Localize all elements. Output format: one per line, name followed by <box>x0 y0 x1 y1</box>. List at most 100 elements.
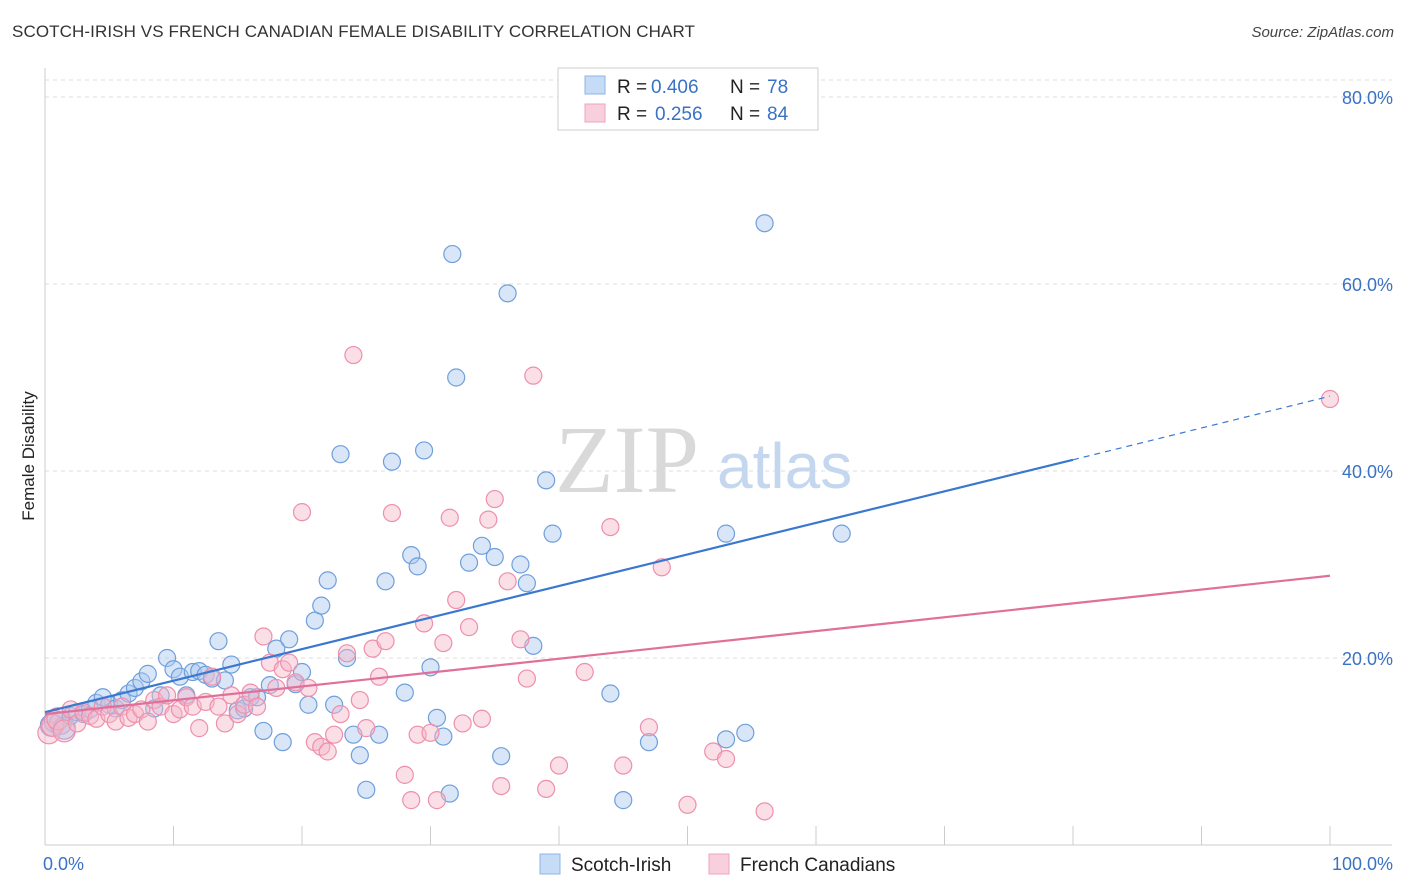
point-french-canadians <box>716 749 736 769</box>
point-scotch-irish <box>537 471 556 490</box>
legend-swatch-french-canadians <box>584 103 606 123</box>
point-scotch-irish <box>498 284 517 303</box>
point-french-canadians <box>247 697 267 716</box>
legend-r-label: R = <box>617 104 647 125</box>
point-french-canadians <box>511 630 530 649</box>
point-scotch-irish <box>318 571 337 590</box>
y-tick-label: 80.0% <box>1342 88 1393 108</box>
point-french-canadians <box>447 590 466 610</box>
y-tick-labels: 20.0% 40.0% 60.0% 80.0% <box>1342 88 1393 669</box>
point-french-canadians <box>228 704 247 724</box>
legend-series: Scotch-Irish French Canadians <box>539 853 895 876</box>
point-scotch-irish <box>138 664 157 683</box>
point-scotch-irish <box>273 733 292 752</box>
point-french-canadians <box>273 660 292 679</box>
legend-swatch-scotch-irish <box>539 853 561 875</box>
point-french-canadians <box>479 510 498 529</box>
point-french-canadians <box>402 791 421 810</box>
trend-line-scotch-irish-extension <box>1072 395 1331 461</box>
point-scotch-irish <box>209 632 228 651</box>
x-tick-label: 0.0% <box>43 854 84 874</box>
point-french-canadians <box>337 644 357 663</box>
axes <box>44 68 1392 846</box>
legend-n-label: N = <box>730 104 760 125</box>
point-scotch-irish <box>331 445 350 464</box>
point-scotch-irish <box>639 733 659 752</box>
point-scotch-irish <box>716 524 736 543</box>
legend-n-label: N = <box>730 77 760 98</box>
point-french-canadians <box>52 719 76 743</box>
point-french-canadians <box>575 662 594 682</box>
point-french-canadians <box>517 669 536 688</box>
source-label: Source: ZipAtlas.com <box>1251 24 1394 41</box>
point-french-canadians <box>376 632 395 651</box>
x-tick-labels: 0.0% 100.0% <box>43 854 1393 874</box>
point-scotch-irish <box>132 672 151 691</box>
point-scotch-irish <box>376 572 395 591</box>
point-french-canadians <box>434 633 453 653</box>
point-french-canadians <box>459 618 479 637</box>
point-french-canadians <box>537 779 556 799</box>
point-scotch-irish <box>357 780 376 799</box>
point-french-canadians <box>331 704 350 724</box>
point-scotch-irish <box>312 596 331 615</box>
legend-n-value: 78 <box>767 77 788 98</box>
legend-label-scotch-irish: Scotch-Irish <box>571 855 671 876</box>
watermark-atlas: atlas <box>717 430 852 502</box>
point-scotch-irish <box>305 611 324 630</box>
point-scotch-irish <box>254 721 273 741</box>
point-scotch-irish <box>157 648 177 668</box>
chart-title: SCOTCH-IRISH VS FRENCH CANADIAN FEMALE D… <box>12 22 696 41</box>
point-french-canadians <box>652 558 671 577</box>
point-french-canadians <box>485 489 504 509</box>
trend-line-french-canadians <box>44 574 1331 716</box>
point-scotch-irish <box>427 708 447 727</box>
point-french-canadians <box>614 756 633 775</box>
point-french-canadians <box>524 366 543 385</box>
point-french-canadians <box>318 742 337 761</box>
point-french-canadians <box>138 712 157 731</box>
y-axis-title: Female Disability <box>19 391 38 521</box>
point-french-canadians <box>254 627 273 646</box>
legend-r-label: R = <box>617 77 647 98</box>
point-scotch-irish <box>395 683 414 702</box>
point-french-canadians <box>492 776 511 796</box>
point-french-canadians <box>395 765 414 784</box>
point-french-canadians <box>209 697 228 716</box>
point-french-canadians <box>440 508 459 527</box>
point-french-canadians <box>280 653 299 672</box>
data-points <box>37 214 1340 821</box>
point-scotch-irish <box>459 553 479 572</box>
point-scotch-irish <box>832 524 851 543</box>
gridlines <box>45 79 1392 659</box>
legend-stats: R = 0.406 N = 78 R = 0.256 N = 84 <box>557 67 819 131</box>
point-french-canadians <box>755 802 774 821</box>
point-french-canadians <box>190 719 209 738</box>
point-french-canadians <box>292 503 312 522</box>
point-scotch-irish <box>299 695 318 714</box>
point-scotch-irish <box>447 368 466 387</box>
point-scotch-irish <box>736 723 755 742</box>
point-french-canadians <box>678 795 697 814</box>
point-scotch-irish <box>755 214 774 233</box>
point-french-canadians <box>421 723 440 742</box>
point-french-canadians <box>382 503 402 523</box>
point-scotch-irish <box>280 630 299 649</box>
point-scotch-irish <box>443 244 462 264</box>
legend-n-value: 84 <box>767 104 789 125</box>
point-scotch-irish <box>543 524 562 543</box>
point-scotch-irish <box>325 695 344 714</box>
point-french-canadians <box>601 517 620 537</box>
point-french-canadians <box>215 714 234 733</box>
y-tick-label: 20.0% <box>1342 649 1393 669</box>
trend-line-scotch-irish <box>44 458 1074 714</box>
legend-label-french-canadians: French Canadians <box>740 855 895 876</box>
point-french-canadians <box>427 791 447 810</box>
point-french-canadians <box>453 714 472 733</box>
point-french-canadians <box>549 756 569 775</box>
point-scotch-irish <box>601 684 620 703</box>
y-tick-label: 60.0% <box>1342 275 1393 295</box>
point-scotch-irish <box>485 547 504 567</box>
legend-r-value: 0.256 <box>655 104 703 125</box>
